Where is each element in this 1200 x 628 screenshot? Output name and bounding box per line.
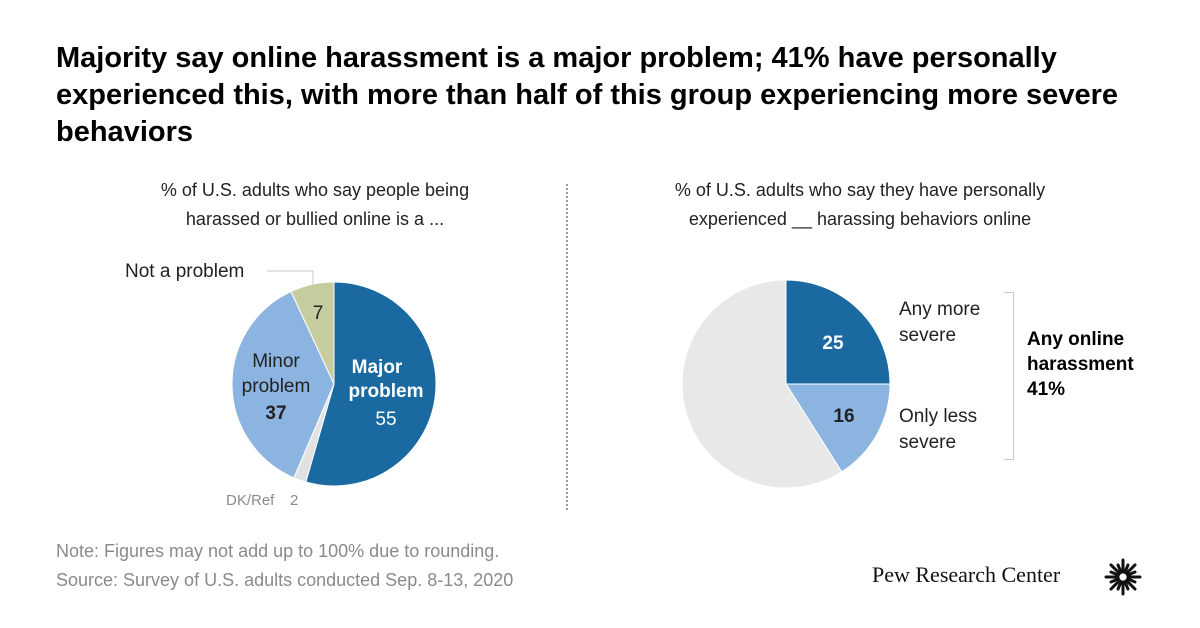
dk-ref-label: DK/Ref <box>226 492 275 509</box>
logo-ray <box>1125 579 1137 591</box>
more-severe-slice <box>785 279 891 385</box>
group-label-line2: harassment <box>1027 354 1134 375</box>
major-problem-label-line2: problem <box>349 381 424 402</box>
logo-ray <box>1109 577 1120 584</box>
less-severe-value: 16 <box>833 406 854 427</box>
no-harassment-slice <box>681 279 843 489</box>
logo-ray <box>1109 570 1120 577</box>
right-subtitle-line2: experienced __ harassing behaviors onlin… <box>688 209 1032 229</box>
less-severe-slice <box>785 383 891 473</box>
logo-ray <box>1109 579 1121 591</box>
minor-problem-slice <box>231 290 335 479</box>
note-text: Note: Figures may not add up to 100% due… <box>56 541 500 561</box>
minor-problem-label-line1: Minor <box>252 351 300 372</box>
group-bracket <box>1004 292 1014 460</box>
left-subtitle-line1: % of U.S. adults who say people being <box>160 180 470 200</box>
logo-ray <box>1109 563 1121 575</box>
more-severe-value: 25 <box>822 333 844 354</box>
left-subtitle-line2: harassed or bullied online is a ... <box>185 209 445 229</box>
logo-ray <box>1126 577 1137 584</box>
minor-problem-value: 37 <box>265 403 286 424</box>
chart-divider <box>566 184 568 510</box>
not-a-problem-label: Not a problem <box>125 261 244 282</box>
more-severe-label-line2: severe <box>899 325 956 346</box>
group-value: 41% <box>1027 379 1065 400</box>
major-problem-slice <box>305 281 437 487</box>
sunburst-logo-icon <box>1104 558 1142 596</box>
right-subtitle-line1: % of U.S. adults who say they have perso… <box>674 180 1046 200</box>
group-label-line1: Any online <box>1027 329 1124 350</box>
not-a-problem-slice <box>290 281 335 385</box>
brand-name: Pew Research Center <box>872 562 1061 587</box>
logo-ray <box>1126 570 1137 577</box>
chart-title: Majority say online harassment is a majo… <box>56 42 1118 148</box>
more-severe-label-line1: Any more <box>899 299 980 320</box>
logo-ray <box>1123 563 1130 574</box>
logo-ray <box>1123 580 1130 591</box>
logo-ray <box>1125 563 1137 575</box>
dk-ref-value: 2 <box>290 492 298 509</box>
right-chart-subtitle: % of U.S. adults who say they have perso… <box>600 176 1120 234</box>
not-a-problem-value: 7 <box>313 303 324 324</box>
less-severe-label-line2: severe <box>899 432 956 453</box>
logo-ray <box>1116 580 1123 591</box>
source-text: Source: Survey of U.S. adults conducted … <box>56 570 514 590</box>
less-severe-label-line1: Only less <box>899 406 977 427</box>
major-problem-label-line1: Major <box>352 357 403 378</box>
left-chart-subtitle: % of U.S. adults who say people being ha… <box>80 176 550 234</box>
major-problem-value: 55 <box>375 409 396 430</box>
logo-ray <box>1116 563 1123 574</box>
minor-problem-label-line2: problem <box>242 376 311 397</box>
